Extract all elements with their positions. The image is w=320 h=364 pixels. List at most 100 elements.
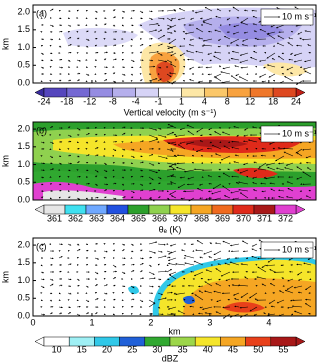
wind-vector (103, 189, 108, 192)
wind-vector (76, 155, 80, 158)
wind-vector (210, 162, 213, 164)
wind-vector (259, 59, 267, 62)
wind-vector (139, 24, 143, 27)
wind-vector (233, 126, 240, 129)
y-axis-label: km (0, 155, 10, 167)
wind-vector (182, 305, 186, 308)
wind-vector (295, 148, 303, 154)
wind-vector (40, 313, 46, 316)
wind-vector (215, 76, 222, 82)
wind-vector (304, 70, 312, 75)
wind-vector (232, 31, 240, 35)
wind-vector (112, 16, 116, 19)
wind-vector (139, 257, 144, 260)
wind-vector (269, 141, 276, 145)
wind-vector (269, 182, 276, 185)
wind-vector (94, 147, 99, 150)
wind-vector (268, 73, 276, 78)
wind-vector (287, 278, 294, 282)
wind-vector (139, 155, 143, 158)
wind-vector (58, 17, 62, 20)
wind-vector (216, 299, 222, 303)
wind-vector (67, 312, 71, 315)
wind-vector (76, 248, 81, 252)
y-tick-label: 0.5 (17, 293, 30, 303)
wind-vector (296, 263, 303, 266)
wind-vector (85, 197, 88, 200)
wind-vector (194, 10, 204, 14)
wind-vector (199, 140, 204, 143)
x-tick-label: 1 (89, 317, 94, 327)
wind-vector (103, 176, 108, 179)
wind-vector (235, 73, 240, 77)
panel-label: (a) (36, 8, 47, 18)
wind-vector (166, 51, 174, 54)
wind-vector (184, 31, 195, 35)
y-tick-label: 1.5 (17, 257, 30, 267)
wind-vector (157, 43, 163, 47)
wind-vector (157, 263, 160, 266)
wind-vector (251, 255, 258, 259)
wind-vector (85, 299, 90, 303)
wind-vector (283, 151, 294, 157)
wind-vector (252, 126, 258, 129)
wind-vector (49, 243, 52, 245)
wind-vector (297, 31, 303, 35)
wind-vector (58, 183, 62, 186)
wind-vector (121, 306, 124, 308)
wind-vector (263, 176, 267, 179)
wind-vector (173, 154, 177, 157)
wind-vector (241, 240, 249, 245)
wind-vector (185, 141, 195, 145)
wind-vector (121, 132, 126, 136)
wind-vector (40, 278, 45, 281)
wind-vector (296, 176, 303, 180)
wind-vector (166, 59, 173, 63)
colorbar-tick-label: 40 (203, 344, 213, 354)
wind-vector (308, 51, 312, 54)
wind-vector (259, 73, 267, 78)
wind-vector (166, 278, 170, 281)
wind-vector (203, 250, 213, 255)
wind-vector (183, 278, 186, 280)
wind-vector (213, 257, 222, 261)
wind-vector (112, 264, 117, 268)
wind-vector (67, 31, 71, 33)
wind-vector (49, 292, 53, 295)
wind-vector (157, 78, 162, 82)
wind-vector (139, 17, 143, 20)
wind-vector (253, 169, 258, 172)
wind-vector (272, 80, 276, 82)
wind-vector (196, 188, 204, 192)
wind-vector (239, 169, 249, 174)
wind-vector (49, 162, 53, 165)
colorbar-box (270, 336, 297, 347)
wind-vector (175, 292, 186, 296)
colorbar-tick-label: 4 (202, 96, 207, 106)
wind-vector (284, 76, 294, 82)
wind-vector (264, 292, 267, 294)
wind-vector (207, 175, 213, 178)
wind-vector (148, 299, 156, 304)
wind-vector (130, 66, 134, 69)
wind-vector (112, 80, 116, 83)
wind-vector (199, 183, 204, 186)
wind-vector (130, 155, 135, 158)
wind-vector (121, 10, 126, 13)
colorbar-tick-label: 368 (194, 213, 209, 223)
wind-vector (67, 17, 70, 19)
wind-vector (103, 250, 108, 253)
wind-vector (58, 256, 63, 259)
wind-vector (130, 263, 135, 266)
wind-vector (49, 283, 54, 287)
wind-vector (180, 197, 186, 200)
wind-vector (217, 45, 222, 48)
y-tick-label: 2.0 (17, 123, 30, 133)
wind-vector (285, 162, 294, 166)
wind-vector (244, 127, 249, 131)
wind-vector (222, 240, 231, 245)
wind-vector (85, 10, 88, 12)
wind-vector (244, 276, 249, 280)
wind-vector (139, 183, 144, 186)
